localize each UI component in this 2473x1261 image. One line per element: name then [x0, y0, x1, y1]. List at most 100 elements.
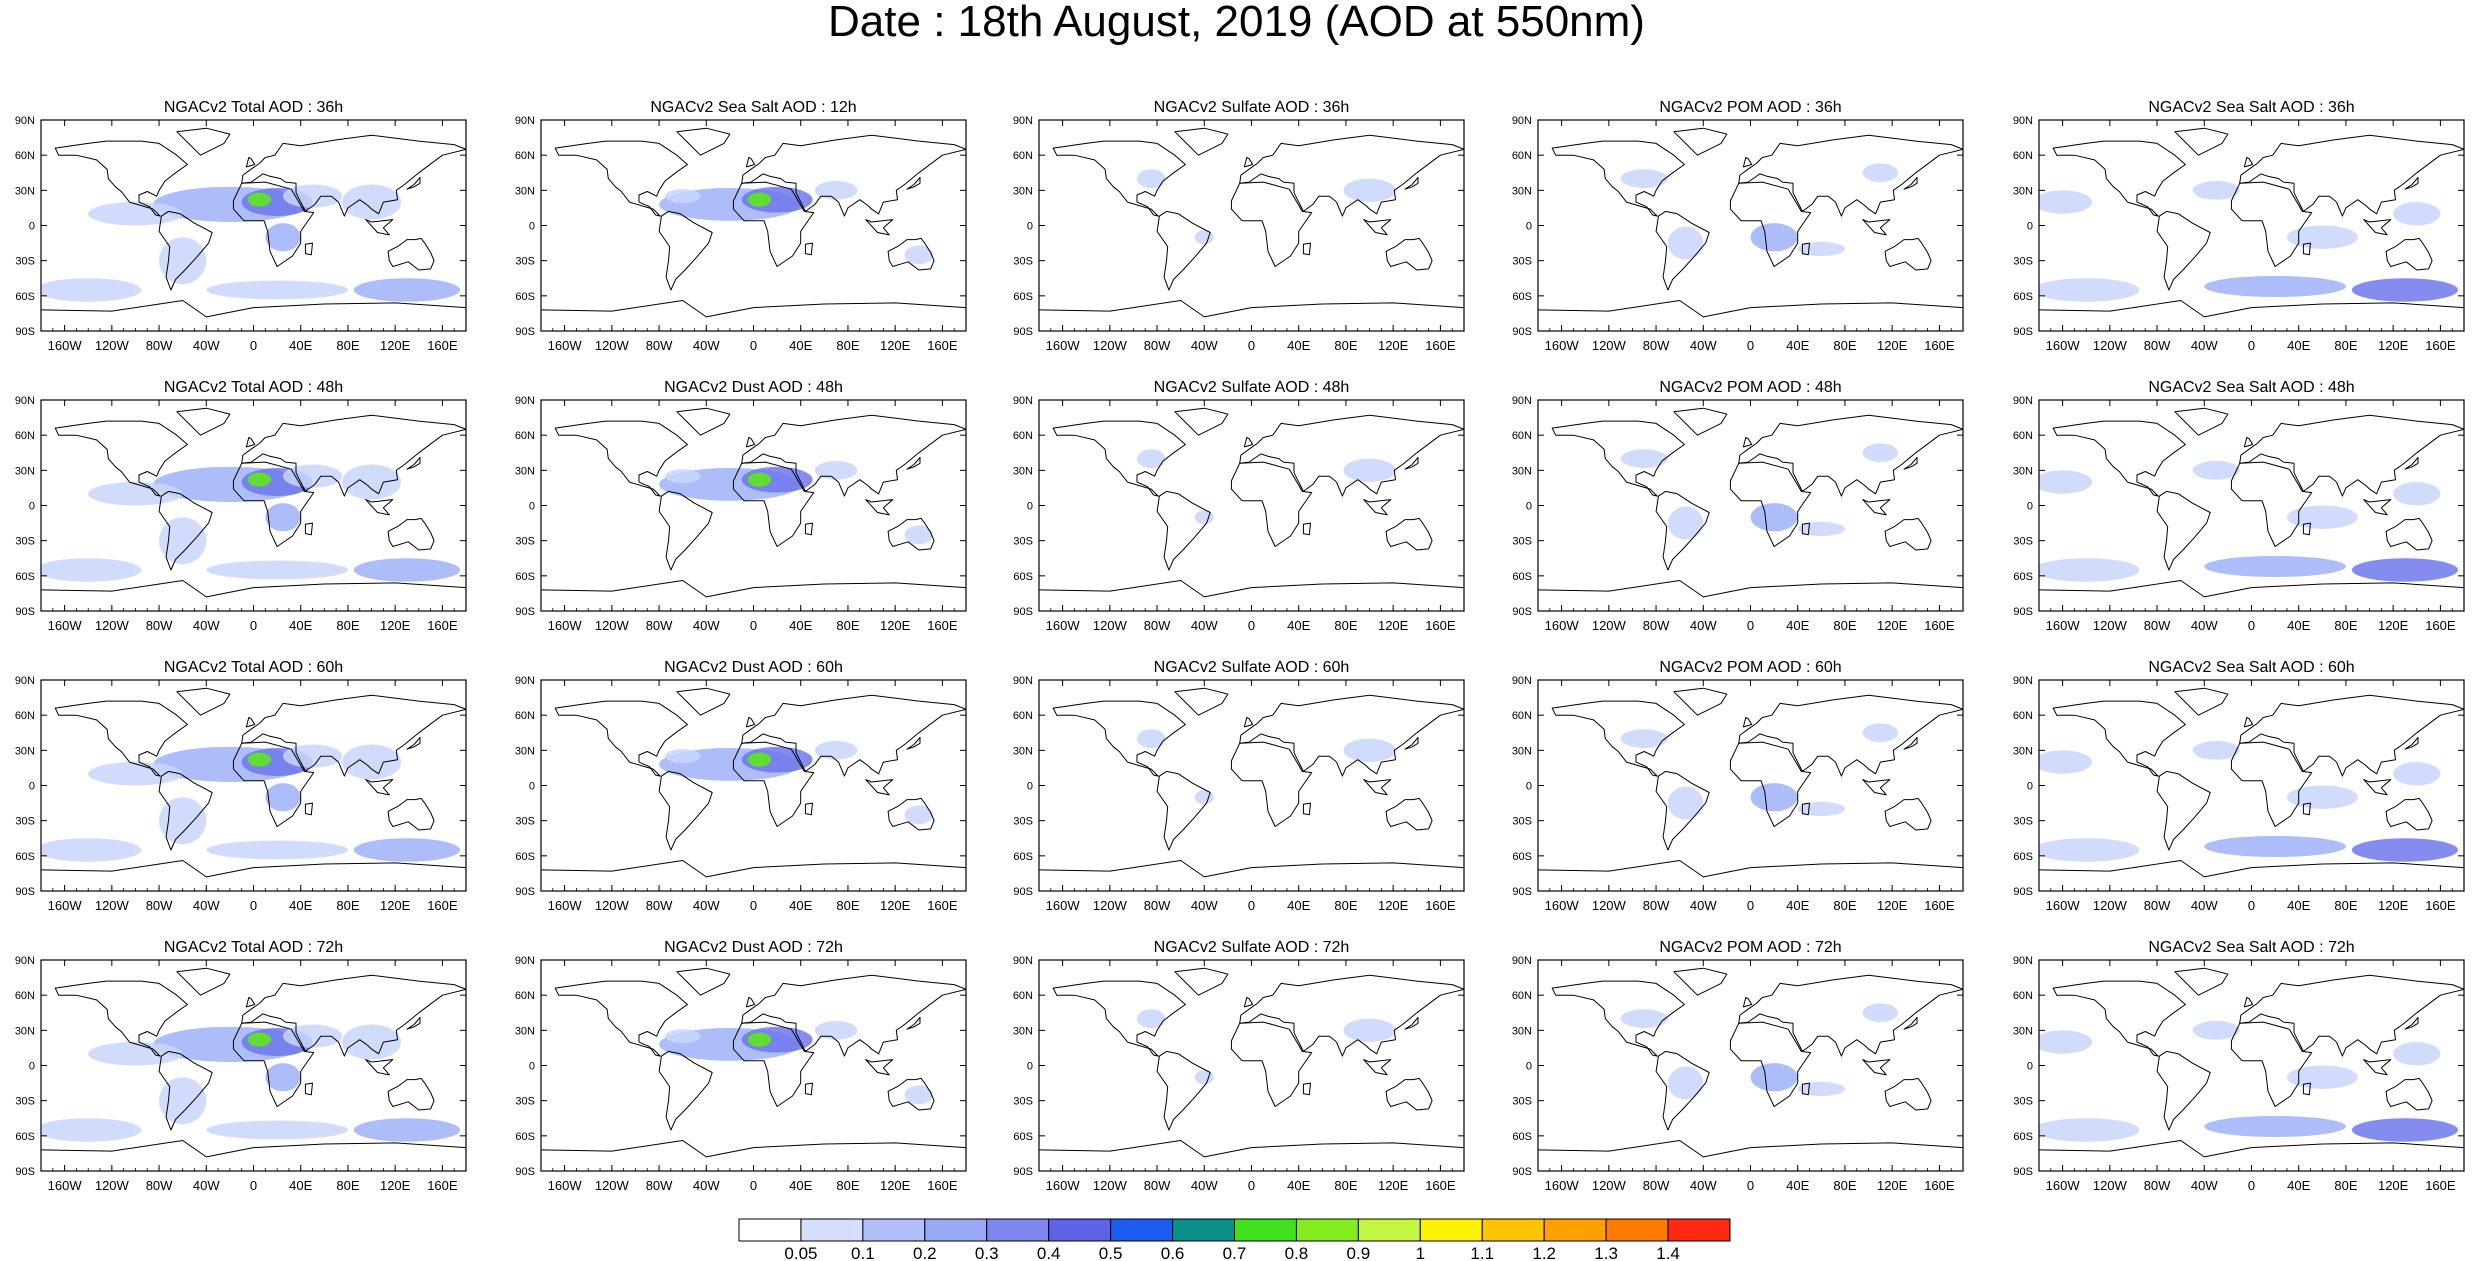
- coastline: [2039, 580, 2464, 598]
- lon-label: 120W: [595, 618, 630, 633]
- coastline: [387, 237, 435, 271]
- lon-label: 120W: [1592, 898, 1627, 913]
- lat-label: 0: [29, 1061, 35, 1073]
- panel-title: NGACv2 Dust AOD : 72h: [664, 939, 843, 956]
- lon-label: 0: [1248, 338, 1255, 353]
- aod-plume: [41, 1118, 142, 1142]
- coastline: [1884, 1077, 1932, 1111]
- coastline: [365, 499, 394, 516]
- aod-plume: [1343, 458, 1396, 483]
- lon-label: 40W: [693, 898, 720, 913]
- coastline: [1903, 176, 1918, 190]
- lon-label: 40W: [193, 1178, 220, 1193]
- coastline: [1174, 407, 1229, 436]
- aod-plume: [353, 838, 461, 862]
- coastline: [887, 237, 935, 271]
- colorbar-label: 1.4: [1656, 1244, 1680, 1261]
- coastline: [232, 741, 315, 827]
- lon-label: 80E: [336, 338, 359, 353]
- lat-label: 30N: [1512, 1025, 1532, 1037]
- map-body: [2039, 960, 2464, 1171]
- lon-label: 0: [750, 898, 757, 913]
- coastline: [2174, 687, 2229, 716]
- lat-label: 60S: [1013, 1131, 1033, 1143]
- lat-label: 90N: [15, 675, 35, 687]
- aod-plume: [2039, 558, 2140, 582]
- coastline: [2239, 974, 2464, 1057]
- coastline: [54, 140, 188, 217]
- aod-plume: [342, 464, 402, 500]
- aod-plume: [88, 1042, 183, 1066]
- lat-label: 90N: [1512, 115, 1532, 127]
- aod-plume: [1620, 449, 1668, 468]
- lat-label: 60N: [1512, 710, 1532, 722]
- lat-label: 30S: [15, 536, 35, 548]
- lon-label: 160E: [1924, 1178, 1955, 1193]
- lat-label: 60S: [1013, 291, 1033, 303]
- lon-label: 0: [250, 338, 257, 353]
- aod-plume: [265, 503, 301, 532]
- lon-label: 40E: [2287, 1178, 2310, 1193]
- aod-plume: [265, 1063, 301, 1092]
- coastline: [804, 1082, 813, 1096]
- map-background: [541, 400, 966, 611]
- lon-label: 120E: [1877, 618, 1908, 633]
- coastline: [158, 1050, 213, 1131]
- colorbar: 0.05 0.1 0.2 0.3 0.4 0.5 0.6 0.7 0.8 0.9 1 1.1 1.2 1.…: [738, 1218, 1731, 1261]
- aod-plume: [2351, 278, 2459, 302]
- coastline: [1673, 687, 1728, 716]
- coastline: [2404, 736, 2419, 750]
- coastline: [887, 517, 935, 551]
- lat-label: 30N: [1013, 1025, 1033, 1037]
- aod-plume: [247, 192, 272, 207]
- coastline: [1801, 242, 1810, 256]
- coastline: [1862, 1059, 1891, 1076]
- coastline: [676, 687, 731, 716]
- lat-label: 30N: [1013, 185, 1033, 197]
- lat-label: 60N: [2013, 990, 2033, 1002]
- coastline: [1363, 219, 1392, 236]
- coastline: [387, 797, 435, 831]
- aod-plume: [206, 280, 348, 300]
- coastline: [1862, 219, 1891, 236]
- panel-title: NGACv2 Dust AOD : 60h: [664, 659, 843, 676]
- lat-label: 60N: [2013, 710, 2033, 722]
- lon-label: 120E: [380, 898, 411, 913]
- coastline: [1538, 580, 1963, 598]
- lat-label: 30N: [2013, 465, 2033, 477]
- lon-label: 120E: [1877, 898, 1908, 913]
- coastline: [158, 770, 213, 851]
- aod-plume: [41, 278, 142, 302]
- lon-label: 120E: [380, 1178, 411, 1193]
- aod-plume: [904, 1085, 933, 1105]
- coastline: [541, 860, 966, 878]
- lon-label: 160W: [2046, 1178, 2081, 1193]
- coastline: [2174, 967, 2229, 996]
- coastline: [1673, 967, 1728, 996]
- aod-plume: [1862, 163, 1899, 183]
- coastline: [1385, 797, 1433, 831]
- coastline: [2156, 490, 2211, 571]
- map-panel: NGACv2 Dust AOD : 60h 90N 60N 30N 0 30S 60S 90S…: [515, 659, 967, 913]
- lat-label: 30N: [515, 745, 535, 757]
- panel-title: NGACv2 POM AOD : 48h: [1659, 379, 1841, 396]
- lat-label: 30S: [1512, 816, 1532, 828]
- lon-label: 120E: [880, 338, 911, 353]
- panel-title: NGACv2 Sulfate AOD : 72h: [1154, 939, 1350, 956]
- coastline: [741, 414, 966, 497]
- panel-title: NGACv2 Total AOD : 48h: [164, 379, 343, 396]
- coastline: [241, 414, 466, 497]
- lon-label: 160W: [2046, 618, 2081, 633]
- lat-label: 90N: [1013, 955, 1033, 967]
- lat-label: 60S: [15, 291, 35, 303]
- lon-label: 120W: [95, 618, 130, 633]
- aod-plume: [1620, 1009, 1668, 1028]
- lon-label: 160E: [2425, 1178, 2456, 1193]
- coastline: [1738, 134, 1963, 217]
- lat-label: 30S: [2013, 816, 2033, 828]
- coastline: [406, 456, 421, 470]
- coastline: [1801, 1082, 1810, 1096]
- coastline: [906, 176, 921, 190]
- lon-label: 80E: [836, 1178, 859, 1193]
